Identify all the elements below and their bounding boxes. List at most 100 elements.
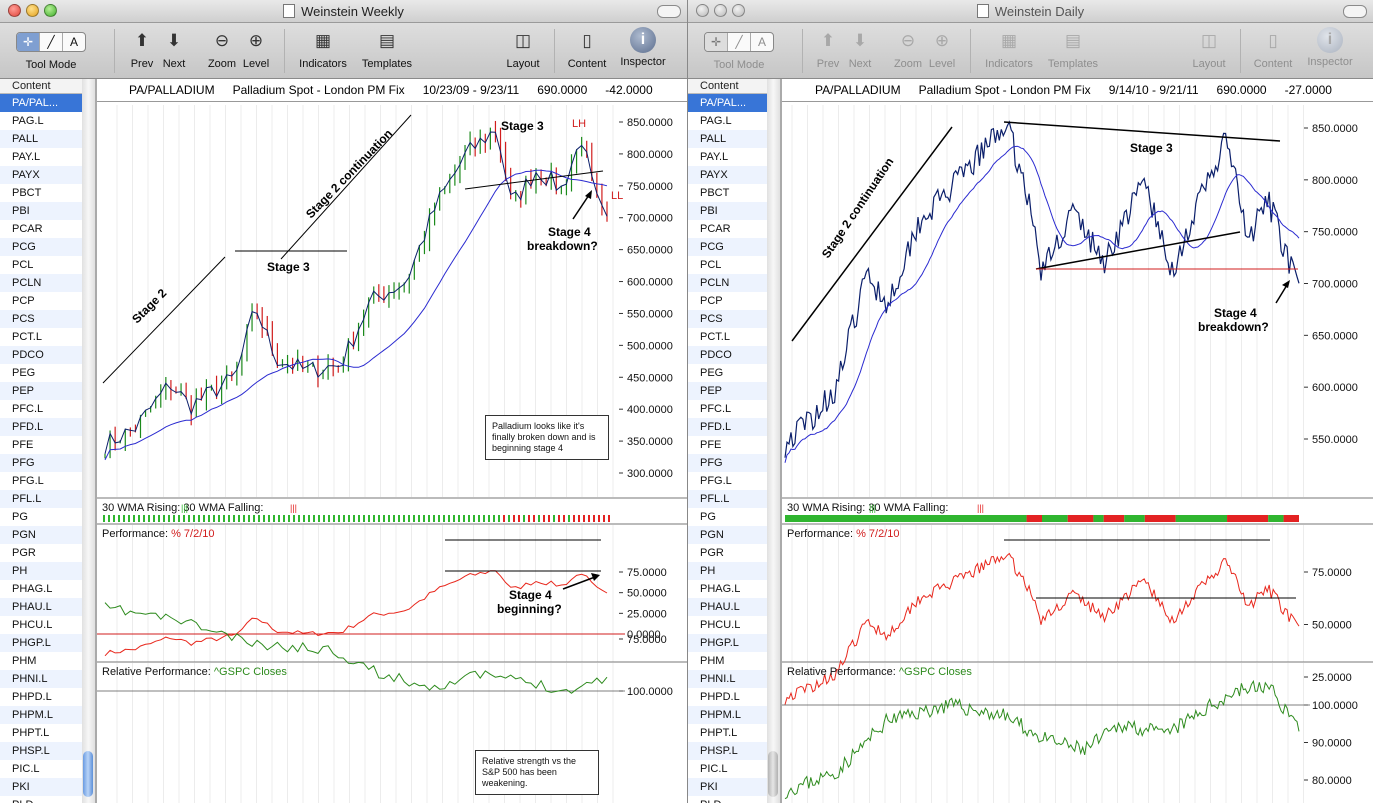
minimize-button[interactable] <box>714 4 727 17</box>
symbol-list-item[interactable]: PHPD.L <box>700 691 740 703</box>
close-button[interactable] <box>696 4 709 17</box>
symbol-list-item[interactable]: PEP <box>688 382 770 400</box>
weekly-scrollbar[interactable] <box>82 79 96 803</box>
toolbar-toggle-button[interactable] <box>1343 5 1367 18</box>
symbol-list-item[interactable]: PFG.L <box>700 475 732 487</box>
symbol-list-item[interactable]: PAY.L <box>700 151 729 163</box>
symbol-list-item[interactable]: PCP <box>12 295 35 307</box>
tool-mode-control[interactable]: ✛ ╱ A Tool Mode <box>702 27 776 71</box>
symbol-list-item[interactable]: PAYX <box>688 166 770 184</box>
inspector-button[interactable]: i Inspector <box>1300 27 1360 68</box>
symbol-list-item[interactable]: PG <box>12 511 28 523</box>
prev-button[interactable]: ⬆ Prev <box>128 27 156 70</box>
symbol-list-item[interactable]: PA/PAL... <box>0 94 82 112</box>
daily-titlebar[interactable]: Weinstein Daily <box>688 0 1373 23</box>
symbol-list-item[interactable]: PFG <box>688 454 770 472</box>
symbol-list-item[interactable]: PHM <box>700 655 725 667</box>
content-button[interactable]: ▯ Content <box>564 27 610 70</box>
symbol-list-item[interactable]: PCT.L <box>700 331 730 343</box>
symbol-list-item[interactable]: PHPM.L <box>688 706 770 724</box>
close-button[interactable] <box>8 4 21 17</box>
symbol-list-item[interactable]: PH <box>0 562 82 580</box>
symbol-list-item[interactable]: PGN <box>688 526 770 544</box>
symbol-list-item[interactable]: PEG <box>700 367 724 379</box>
indicators-button[interactable]: ▦ Indicators <box>980 27 1038 70</box>
text-tool-icon[interactable]: A <box>69 35 78 49</box>
weekly-titlebar[interactable]: Weinstein Weekly <box>0 0 687 23</box>
symbol-list-item[interactable]: PHPD.L <box>12 691 52 703</box>
line-tool-icon[interactable]: ╱ <box>728 33 751 51</box>
symbol-list-item[interactable]: PGN <box>0 526 82 544</box>
zoom-in-button[interactable]: ⊕ Level <box>240 27 272 70</box>
zoom-out-button[interactable]: ⊖ Zoom <box>206 27 238 70</box>
symbol-list-item[interactable]: PAG.L <box>700 115 732 127</box>
symbol-list-item[interactable]: PIC.L <box>12 763 40 775</box>
symbol-list-item[interactable]: PDCO <box>688 346 770 364</box>
symbol-list-item[interactable]: PALL <box>0 130 82 148</box>
symbol-list-item[interactable]: PHAG.L <box>12 583 53 595</box>
symbol-list-item[interactable]: PHM <box>12 655 37 667</box>
symbol-list-item[interactable]: PHPT.L <box>700 727 738 739</box>
symbol-list-item[interactable]: PHCU.L <box>12 619 53 631</box>
symbol-list-item[interactable]: PHNI.L <box>688 670 770 688</box>
next-button[interactable]: ⬇ Next <box>846 27 874 70</box>
minimize-button[interactable] <box>26 4 39 17</box>
symbol-list-item[interactable]: PHPT.L <box>12 727 50 739</box>
symbol-list-item[interactable]: PFG.L <box>12 475 44 487</box>
symbol-list-item[interactable]: PAYX <box>0 166 82 184</box>
symbol-list-item[interactable]: PAG.L <box>12 115 44 127</box>
tool-mode-control[interactable]: ✛ ╱ A Tool Mode <box>14 27 88 71</box>
templates-button[interactable]: ▤ Templates <box>1044 27 1102 70</box>
symbol-list-item[interactable]: PFC.L <box>700 403 732 415</box>
symbol-list-item[interactable]: PCG <box>688 238 770 256</box>
zoom-out-button[interactable]: ⊖ Zoom <box>892 27 924 70</box>
symbol-list-item[interactable]: PLD <box>0 796 82 803</box>
symbol-list-item[interactable]: PAY.L <box>12 151 41 163</box>
symbol-list-item[interactable]: PA/PAL... <box>688 94 770 112</box>
symbol-list-item[interactable]: PGR <box>12 547 36 559</box>
crosshair-tool-icon[interactable]: ✛ <box>17 33 40 51</box>
symbol-list-item[interactable]: PHSP.L <box>0 742 82 760</box>
symbol-list-item[interactable]: PHCU.L <box>700 619 741 631</box>
inspector-button[interactable]: i Inspector <box>616 27 670 68</box>
symbol-list-item[interactable]: PFL.L <box>688 490 770 508</box>
line-tool-icon[interactable]: ╱ <box>40 33 63 51</box>
scroll-thumb[interactable] <box>83 751 93 797</box>
symbol-list-item[interactable]: PBI <box>0 202 82 220</box>
layout-button[interactable]: ◫ Layout <box>1188 27 1230 70</box>
templates-button[interactable]: ▤ Templates <box>358 27 416 70</box>
symbol-list-item[interactable]: PBCT <box>700 187 730 199</box>
symbol-list-item[interactable]: PCAR <box>700 223 731 235</box>
symbol-list-item[interactable]: PCS <box>0 310 82 328</box>
next-button[interactable]: ⬇ Next <box>160 27 188 70</box>
symbol-list-item[interactable]: PGR <box>700 547 724 559</box>
symbol-list-item[interactable]: PHPM.L <box>0 706 82 724</box>
symbol-list-item[interactable]: PHGP.L <box>688 634 770 652</box>
symbol-list-item[interactable]: PBI <box>688 202 770 220</box>
symbol-list-item[interactable]: PCL <box>700 259 722 271</box>
zoom-button[interactable] <box>732 4 745 17</box>
zoom-button[interactable] <box>44 4 57 17</box>
zoom-in-button[interactable]: ⊕ Level <box>926 27 958 70</box>
symbol-list-item[interactable]: PCL <box>12 259 34 271</box>
symbol-list-item[interactable]: PIC.L <box>700 763 728 775</box>
symbol-list-item[interactable]: PDCO <box>0 346 82 364</box>
symbol-list-item[interactable]: PKI <box>0 778 82 796</box>
symbol-list-item[interactable]: PFE <box>12 439 34 451</box>
symbol-list-item[interactable]: PCG <box>0 238 82 256</box>
symbol-list-item[interactable]: PFD.L <box>688 418 770 436</box>
symbol-list-item[interactable]: PCAR <box>12 223 43 235</box>
symbol-list-item[interactable]: PCS <box>688 310 770 328</box>
symbol-list-item[interactable]: PFC.L <box>12 403 44 415</box>
text-tool-icon[interactable]: A <box>757 35 766 49</box>
symbol-list-item[interactable]: PHAG.L <box>700 583 741 595</box>
symbol-list-item[interactable]: PEP <box>0 382 82 400</box>
symbol-list-item[interactable]: PALL <box>688 130 770 148</box>
layout-button[interactable]: ◫ Layout <box>502 27 544 70</box>
symbol-list-item[interactable]: PHSP.L <box>688 742 770 760</box>
symbol-list-item[interactable]: PCP <box>700 295 723 307</box>
daily-scrollbar[interactable] <box>767 79 781 803</box>
symbol-list-item[interactable]: PH <box>688 562 770 580</box>
symbol-list-item[interactable]: PCT.L <box>12 331 42 343</box>
indicators-button[interactable]: ▦ Indicators <box>294 27 352 70</box>
